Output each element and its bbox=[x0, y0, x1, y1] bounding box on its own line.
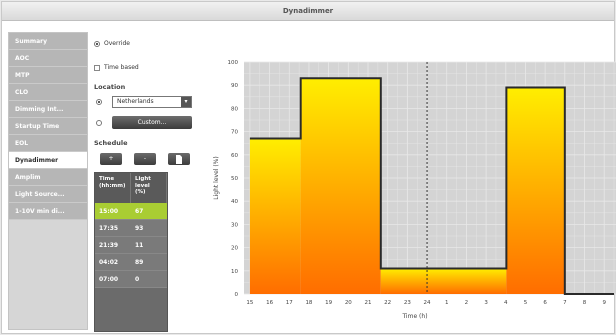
x-tick-label: 3 bbox=[484, 300, 488, 306]
sidebar-item-dynadimmer[interactable]: Dynadimmer bbox=[9, 152, 87, 169]
sidebar-item-light-source[interactable]: Light Source... bbox=[9, 186, 87, 203]
time-cell[interactable]: 07:00 bbox=[99, 276, 119, 283]
override-option[interactable]: Override bbox=[94, 40, 130, 47]
sidebar-item-dimming-int[interactable]: Dimming Int... bbox=[9, 101, 87, 118]
chevron-down-icon[interactable]: ▾ bbox=[181, 97, 191, 107]
sidebar: Summary AOC MTP CLO Dimming Int... Startup Ti… bbox=[8, 32, 88, 330]
level-cell[interactable]: 93 bbox=[135, 225, 144, 232]
level-cell[interactable]: 11 bbox=[135, 242, 144, 249]
x-tick-label: 22 bbox=[384, 300, 391, 306]
sidebar-filler bbox=[9, 257, 87, 329]
schedule-toolbar: + - bbox=[94, 153, 194, 165]
time-column-header[interactable]: Time (hh:mm) bbox=[95, 173, 131, 203]
add-entry-button[interactable]: + bbox=[100, 153, 122, 165]
y-tick-label: 20 bbox=[231, 246, 238, 252]
x-tick-label: 5 bbox=[524, 300, 528, 306]
x-tick-label: 23 bbox=[404, 300, 411, 306]
y-tick-label: 100 bbox=[228, 60, 239, 66]
remove-entry-button[interactable]: - bbox=[134, 153, 156, 165]
sidebar-item-mtp[interactable]: MTP bbox=[9, 67, 87, 84]
x-tick-label: 7 bbox=[563, 300, 567, 306]
sidebar-item-amplim[interactable]: Amplim bbox=[9, 169, 87, 186]
time-cell[interactable]: 17:35 bbox=[99, 225, 119, 232]
level-step-area bbox=[249, 138, 301, 294]
y-tick-label: 90 bbox=[231, 83, 238, 89]
table-row[interactable]: 07:00 0 bbox=[95, 271, 167, 288]
schedule-heading: Schedule bbox=[94, 139, 128, 147]
location-select[interactable]: Netherlands ▾ bbox=[112, 96, 192, 108]
x-tick-label: 19 bbox=[325, 300, 332, 306]
level-cell[interactable]: 89 bbox=[135, 259, 144, 266]
custom-location-button[interactable]: Custom... bbox=[112, 116, 192, 129]
y-tick-label: 80 bbox=[231, 106, 238, 112]
schedule-rows: 15:00 67 17:35 93 21:39 11 04:02 89 07:00 0 bbox=[95, 203, 167, 288]
document-icon bbox=[176, 154, 182, 164]
location-select-value: Netherlands bbox=[117, 98, 154, 105]
level-step-line bbox=[249, 77, 615, 295]
location-custom-radio[interactable] bbox=[96, 120, 102, 126]
level-cell[interactable]: 67 bbox=[135, 208, 144, 215]
location-heading: Location bbox=[94, 83, 126, 91]
table-row[interactable]: 04:02 89 bbox=[95, 254, 167, 271]
x-tick-label: 1 bbox=[445, 300, 449, 306]
time-cell[interactable]: 04:02 bbox=[99, 259, 119, 266]
time-based-label: Time based bbox=[104, 64, 139, 71]
time-cell[interactable]: 15:00 bbox=[99, 208, 119, 215]
schedule-table-header: Time (hh:mm) Light level (%) bbox=[95, 173, 167, 203]
level-step-area bbox=[300, 78, 381, 295]
x-tick-label: 9 bbox=[602, 300, 606, 306]
y-tick-label: 70 bbox=[231, 130, 238, 136]
sidebar-item-1-10v-min-di[interactable]: 1-10V min di... bbox=[9, 203, 87, 220]
x-tick-label: 20 bbox=[345, 300, 352, 306]
table-row[interactable]: 17:35 93 bbox=[95, 220, 167, 237]
table-row[interactable]: 15:00 67 bbox=[95, 203, 167, 220]
schedule-table: Time (hh:mm) Light level (%) 15:00 67 17:3… bbox=[94, 172, 168, 332]
sidebar-list: Summary AOC MTP CLO Dimming Int... Startup Ti… bbox=[9, 33, 87, 220]
y-tick-label: 60 bbox=[231, 153, 238, 159]
override-radio[interactable] bbox=[94, 40, 100, 47]
time-cell[interactable]: 21:39 bbox=[99, 242, 119, 249]
x-tick-label: 24 bbox=[424, 300, 431, 306]
level-cell[interactable]: 0 bbox=[135, 276, 140, 283]
x-tick-label: 17 bbox=[286, 300, 293, 306]
controls-panel: Override Time based Location Netherlands… bbox=[94, 32, 204, 332]
x-tick-label: 4 bbox=[504, 300, 508, 306]
location-preset-radio[interactable] bbox=[96, 99, 102, 105]
x-tick-label: 15 bbox=[246, 300, 253, 306]
time-based-checkbox[interactable] bbox=[94, 64, 100, 71]
x-tick-label: 2 bbox=[465, 300, 469, 306]
x-axis-label: Time (h) bbox=[401, 313, 427, 320]
x-tick-label: 21 bbox=[365, 300, 372, 306]
x-tick-label: 18 bbox=[305, 300, 312, 306]
level-step-area bbox=[506, 87, 565, 294]
override-label: Override bbox=[104, 40, 130, 47]
x-tick-label: 16 bbox=[266, 300, 273, 306]
copy-entry-button[interactable] bbox=[168, 153, 190, 165]
x-tick-label: 8 bbox=[583, 300, 587, 306]
y-tick-label: 10 bbox=[231, 269, 238, 275]
y-axis-label: Light level (%) bbox=[213, 156, 220, 199]
y-tick-label: 40 bbox=[231, 199, 238, 205]
y-tick-label: 0 bbox=[235, 292, 239, 298]
y-tick-label: 30 bbox=[231, 222, 238, 228]
x-tick-label: 6 bbox=[543, 300, 547, 306]
window-title: Dynadimmer bbox=[2, 2, 614, 21]
sidebar-item-aoc[interactable]: AOC bbox=[9, 50, 87, 67]
y-tick-label: 50 bbox=[231, 176, 238, 182]
sidebar-item-startup-time[interactable]: Startup Time bbox=[9, 118, 87, 135]
table-row[interactable]: 21:39 11 bbox=[95, 237, 167, 254]
level-step-area bbox=[380, 268, 507, 294]
time-based-option[interactable]: Time based bbox=[94, 64, 139, 71]
sidebar-item-summary[interactable]: Summary bbox=[9, 33, 87, 50]
level-column-header[interactable]: Light level (%) bbox=[131, 173, 167, 203]
sidebar-item-clo[interactable]: CLO bbox=[9, 84, 87, 101]
sidebar-item-eol[interactable]: EOL bbox=[9, 135, 87, 152]
